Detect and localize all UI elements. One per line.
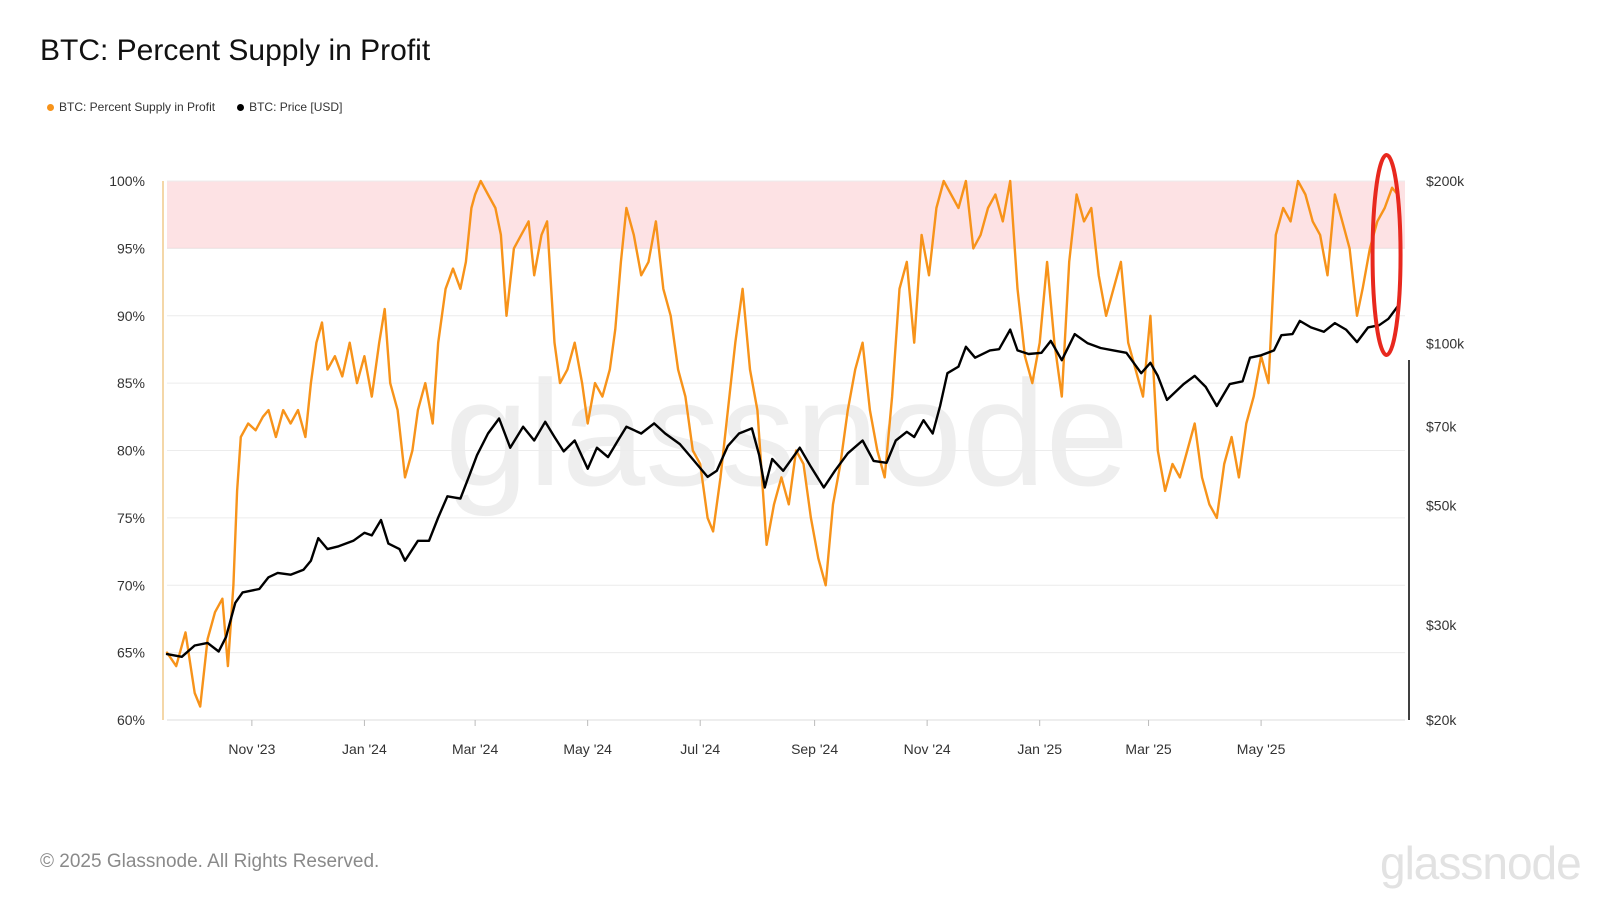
y-left-tick-label: 95% bbox=[117, 240, 145, 256]
y-right-tick-label: $70k bbox=[1426, 419, 1457, 435]
y-right-tick-label: $20k bbox=[1426, 712, 1457, 728]
y-right-tick-label: $100k bbox=[1426, 335, 1465, 351]
x-tick-label: Nov '24 bbox=[904, 741, 951, 757]
legend-dot-supply-profit bbox=[47, 103, 54, 111]
series-line-price bbox=[165, 305, 1399, 658]
legend: BTC: Percent Supply in Profit BTC: Price… bbox=[47, 100, 342, 114]
legend-item-price[interactable]: BTC: Price [USD] bbox=[237, 100, 342, 114]
x-tick-label: Nov '23 bbox=[228, 741, 275, 757]
y-left-tick-label: 80% bbox=[117, 443, 145, 459]
x-tick-label: May '24 bbox=[563, 741, 612, 757]
y-right-tick-label: $50k bbox=[1426, 498, 1457, 514]
watermark: glassnode bbox=[445, 349, 1129, 517]
x-tick-label: Sep '24 bbox=[791, 741, 838, 757]
x-tick-label: Jan '25 bbox=[1017, 741, 1062, 757]
y-right-tick-label: $30k bbox=[1426, 617, 1457, 633]
x-tick-label: Mar '24 bbox=[452, 741, 498, 757]
legend-label-supply-profit: BTC: Percent Supply in Profit bbox=[59, 100, 216, 114]
x-tick-label: Jan '24 bbox=[342, 741, 387, 757]
legend-dot-price bbox=[237, 103, 245, 111]
x-tick-label: Jul '24 bbox=[680, 741, 720, 757]
legend-item-supply-profit[interactable]: BTC: Percent Supply in Profit bbox=[47, 100, 215, 114]
brand-logo-text: glassnode bbox=[1380, 837, 1582, 889]
x-tick-label: May '25 bbox=[1237, 741, 1286, 757]
highlight-ellipse bbox=[1370, 153, 1403, 357]
legend-label-price: BTC: Price [USD] bbox=[249, 100, 343, 114]
y-left-tick-label: 75% bbox=[117, 510, 145, 526]
y-left-tick-label: 90% bbox=[117, 308, 145, 324]
y-left-tick-label: 65% bbox=[117, 645, 145, 661]
series-line-supply-in-profit bbox=[165, 179, 1399, 708]
y-left-tick-label: 70% bbox=[117, 577, 145, 593]
y-left-tick-label: 100% bbox=[109, 173, 145, 189]
profit-band-95-100 bbox=[167, 181, 1405, 249]
x-tick-label: Mar '25 bbox=[1125, 741, 1171, 757]
chart-title: BTC: Percent Supply in Profit bbox=[40, 34, 431, 67]
y-right-tick-label: $200k bbox=[1426, 173, 1465, 189]
y-left-tick-label: 85% bbox=[117, 375, 145, 391]
copyright-footer: © 2025 Glassnode. All Rights Reserved. bbox=[40, 851, 380, 872]
y-left-tick-label: 60% bbox=[117, 712, 145, 728]
